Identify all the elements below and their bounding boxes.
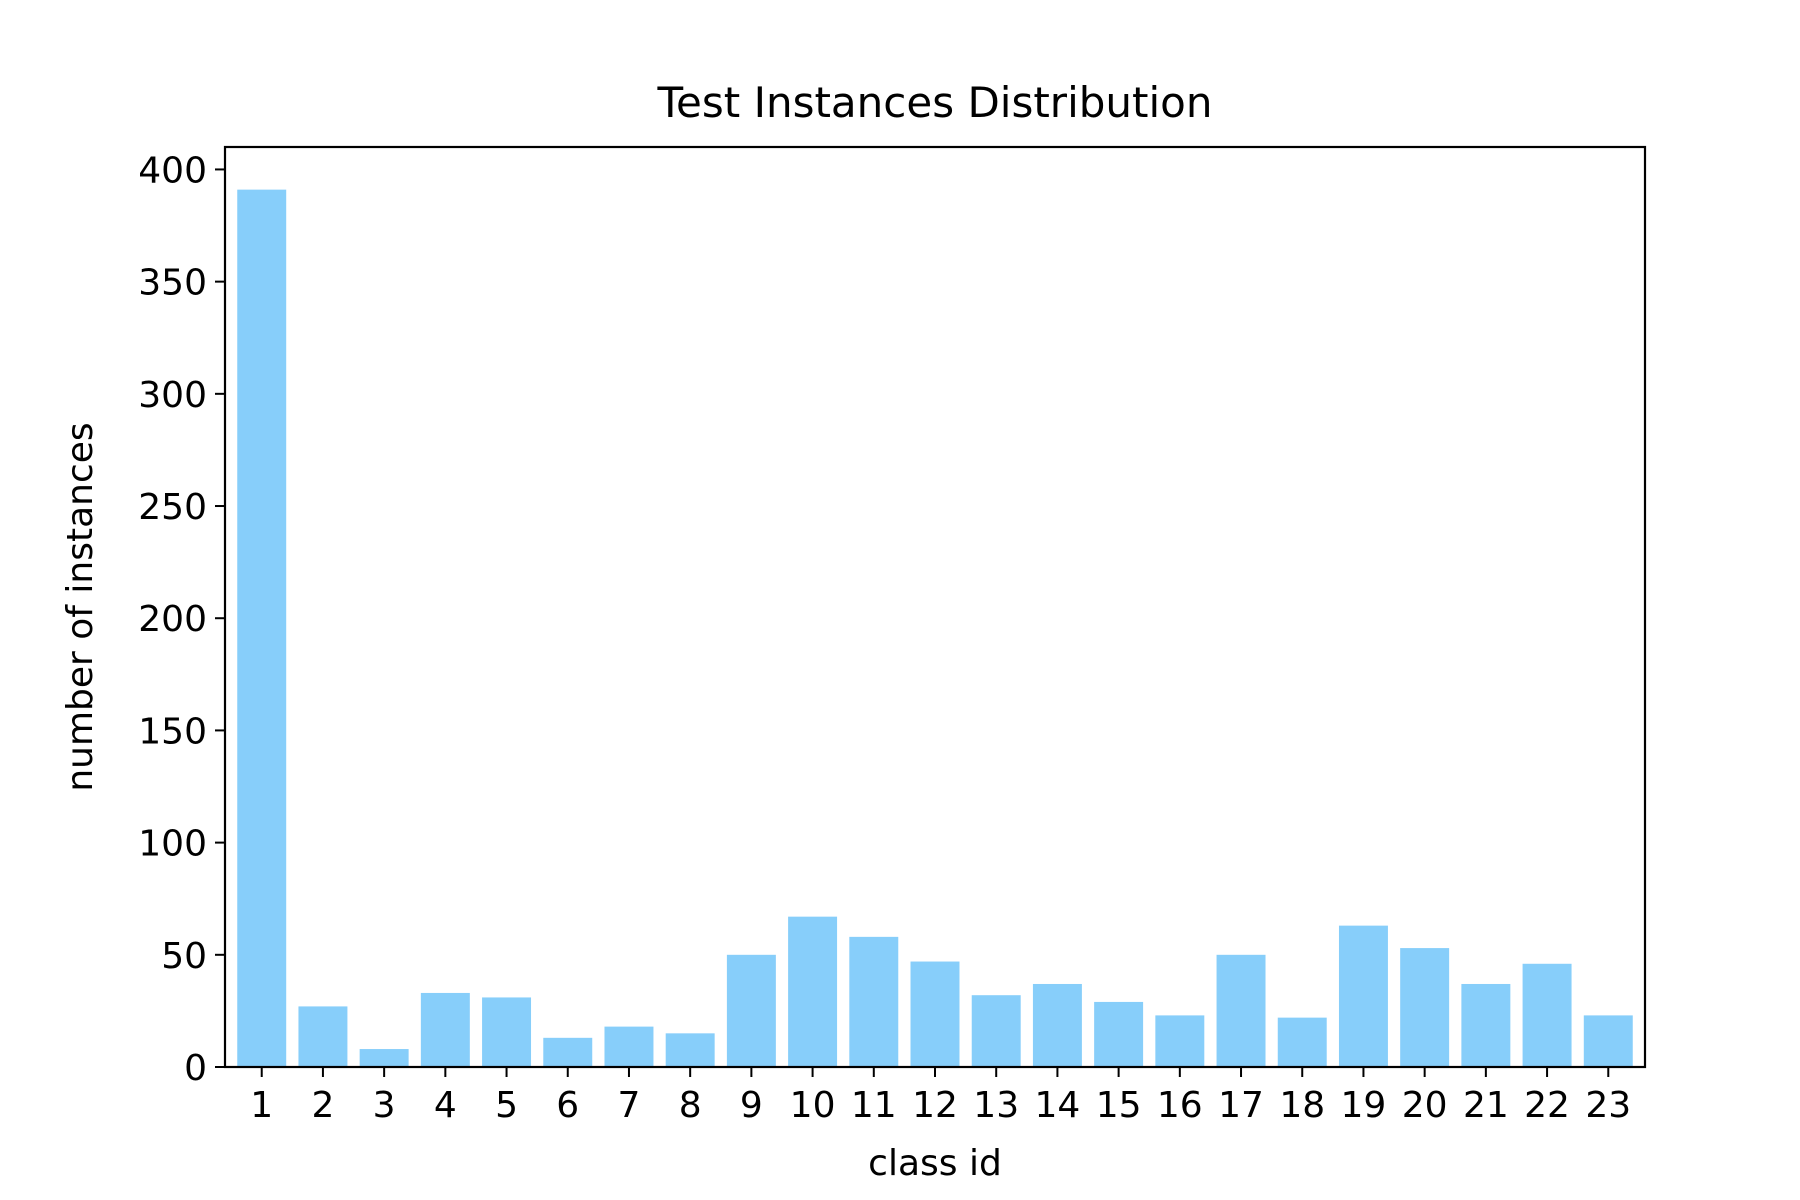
- x-tick-label: 21: [1463, 1085, 1509, 1126]
- x-tick-label: 10: [790, 1085, 836, 1126]
- x-tick-label: 23: [1585, 1085, 1631, 1126]
- x-tick-label: 18: [1279, 1085, 1325, 1126]
- y-tick-label: 300: [138, 375, 207, 416]
- bar-class-12: [910, 961, 960, 1067]
- bar-class-10: [788, 916, 838, 1067]
- y-tick-label: 200: [138, 599, 207, 640]
- x-tick-label: 16: [1157, 1085, 1203, 1126]
- bar-class-16: [1155, 1015, 1205, 1067]
- y-tick-label: 350: [138, 263, 207, 304]
- y-tick-label: 50: [161, 936, 207, 977]
- x-tick-label: 15: [1096, 1085, 1142, 1126]
- y-tick-label: 150: [138, 711, 207, 752]
- y-axis-label: number of instances: [60, 422, 101, 791]
- bar-class-19: [1338, 925, 1388, 1067]
- x-tick-label: 6: [556, 1085, 579, 1126]
- bar-class-21: [1461, 983, 1511, 1067]
- y-tick-label: 100: [138, 824, 207, 865]
- x-tick-label: 22: [1524, 1085, 1570, 1126]
- bar-class-9: [726, 954, 776, 1067]
- bar-class-4: [420, 992, 470, 1067]
- x-tick-label: 7: [618, 1085, 641, 1126]
- bar-class-3: [359, 1049, 409, 1067]
- x-tick-label: 3: [373, 1085, 396, 1126]
- x-tick-label: 1: [250, 1085, 273, 1126]
- x-tick-label: 14: [1035, 1085, 1081, 1126]
- bars-layer: [237, 189, 1633, 1067]
- x-tick-label: 12: [912, 1085, 958, 1126]
- axis-ticks: 1 2 3 4 5 6 7 8 9 10 11 12 13 14 15 16 17 18 19 20 21 22 23050…: [138, 150, 1631, 1126]
- chart-title: Test Instances Distribution: [657, 78, 1213, 127]
- x-tick-label: 8: [679, 1085, 702, 1126]
- bar-class-6: [543, 1037, 593, 1067]
- x-tick-label: 4: [434, 1085, 457, 1126]
- bar-class-8: [665, 1033, 715, 1067]
- x-tick-label: 2: [311, 1085, 334, 1126]
- bar-class-23: [1583, 1015, 1633, 1067]
- bar-class-22: [1522, 963, 1572, 1067]
- y-tick-label: 400: [138, 150, 207, 191]
- bar-class-14: [1032, 983, 1082, 1067]
- x-axis-label: class id: [868, 1143, 1002, 1184]
- x-tick-label: 13: [973, 1085, 1019, 1126]
- x-tick-label: 19: [1341, 1085, 1387, 1126]
- y-tick-label: 0: [184, 1048, 207, 1089]
- bar-class-5: [482, 997, 532, 1067]
- y-tick-label: 250: [138, 487, 207, 528]
- bar-class-20: [1400, 948, 1450, 1067]
- bar-class-18: [1277, 1017, 1327, 1067]
- bar-class-11: [849, 936, 899, 1067]
- bar-class-17: [1216, 954, 1266, 1067]
- x-tick-label: 17: [1218, 1085, 1264, 1126]
- bar-class-1: [237, 189, 287, 1067]
- x-tick-label: 9: [740, 1085, 763, 1126]
- bar-class-15: [1094, 1001, 1144, 1067]
- x-tick-label: 11: [851, 1085, 897, 1126]
- x-tick-label: 20: [1402, 1085, 1448, 1126]
- bar-class-2: [298, 1006, 348, 1067]
- x-tick-label: 5: [495, 1085, 518, 1126]
- bar-class-13: [971, 995, 1021, 1067]
- bar-class-7: [604, 1026, 654, 1067]
